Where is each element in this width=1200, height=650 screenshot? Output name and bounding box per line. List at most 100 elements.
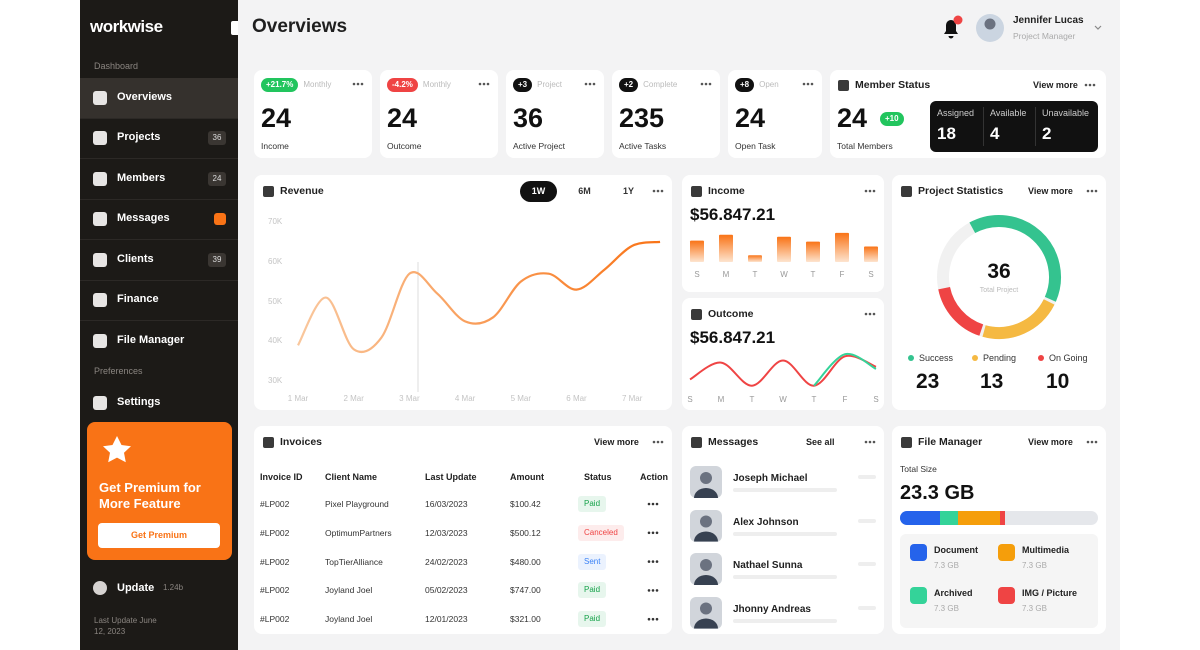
member-item-value: 2 [1042, 124, 1052, 143]
table-header: Client Name [325, 472, 378, 482]
member-value: 24 [837, 103, 868, 133]
table-cell: Joyland Joel [325, 585, 373, 596]
nav-divider [80, 158, 238, 159]
card-link[interactable]: View more [1028, 437, 1073, 447]
nav-label[interactable]: Clients [117, 253, 154, 265]
status-pill: Paid [578, 582, 607, 599]
collapse-button[interactable] [231, 21, 240, 35]
card-title: Member Status [855, 79, 931, 91]
table-cell: 24/02/2023 [425, 556, 468, 567]
nav-icon [93, 172, 107, 186]
card-title: Invoices [280, 436, 323, 448]
message-time [858, 518, 876, 523]
card-icon [901, 186, 912, 197]
stat-period: Monthly [303, 80, 332, 89]
card-icon [263, 186, 274, 197]
message-sender[interactable]: Jhonny Andreas [733, 603, 811, 615]
stat-value: 24 [735, 103, 766, 133]
card-link[interactable]: View more [1033, 80, 1078, 90]
range-tab[interactable]: 6M [566, 181, 603, 202]
range-tab-label[interactable]: 6M [578, 186, 591, 196]
table-cell: Pixel Playground [325, 499, 389, 509]
table-cell: #LP002 [260, 527, 290, 538]
nav-label[interactable]: Settings [117, 396, 161, 408]
nav-label[interactable]: Members [117, 172, 166, 184]
x-tick-label: F [842, 395, 848, 404]
file-type-name[interactable]: Document [934, 545, 979, 555]
file-type-name[interactable]: IMG / Picture [1022, 588, 1078, 598]
message-sender[interactable]: Joseph Michael [733, 473, 808, 484]
card-icon [838, 80, 849, 91]
card-link[interactable]: View more [594, 437, 639, 447]
card-title: Income [708, 185, 745, 197]
nav-label[interactable]: Finance [117, 293, 159, 305]
nav-divider [80, 280, 238, 281]
stat-badge-row: +3 Project [513, 78, 562, 92]
card-icon [691, 309, 702, 320]
x-tick-label: M [717, 395, 725, 404]
promo-button-text[interactable]: Get Premium [130, 530, 188, 540]
nav-label[interactable]: Projects [117, 131, 161, 143]
table-cell: #LP002 [260, 614, 290, 625]
last-update: Last Update June 12, 2023 [94, 616, 157, 636]
x-tick-label: S [873, 395, 879, 404]
file-type-size: 7.3 GB [934, 604, 959, 613]
nav-label[interactable]: Messages [117, 212, 170, 224]
section-label: Preferences [94, 366, 143, 376]
member-divider [1035, 107, 1036, 146]
range-tab-label[interactable]: 1Y [622, 186, 634, 196]
table-cell: TopTierAlliance [325, 556, 383, 567]
promo-button[interactable]: Get Premium [98, 523, 220, 548]
table-header: Action [640, 472, 668, 482]
stat-label: Active Project [513, 141, 565, 151]
x-tick-label: S [687, 395, 693, 404]
stat-label: Open Task [735, 141, 776, 151]
nav-icon [93, 253, 107, 267]
card-title: Project Statistics [918, 185, 1004, 197]
file-type-name[interactable]: Multimedia [1022, 545, 1070, 555]
nav-badge-text: 24 [212, 174, 222, 183]
range-tab[interactable]: 1W [520, 181, 557, 202]
table-header: Invoice ID [260, 472, 303, 482]
card-title: Outcome [708, 308, 754, 320]
file-type-name[interactable]: Archived [934, 588, 973, 598]
message-avatar [690, 553, 722, 585]
nav-icon [93, 212, 107, 226]
message-avatar [690, 509, 722, 542]
nav-badge: 24 [208, 172, 226, 186]
x-tick-label: T [749, 395, 755, 404]
legend-label: Success [919, 353, 954, 363]
x-tick-label: 3 Mar [399, 394, 420, 403]
card-icon [691, 437, 702, 448]
user-name[interactable]: Jennifer Lucas [1013, 15, 1084, 26]
nav-label[interactable]: File Manager [117, 334, 185, 346]
table-cell: 16/03/2023 [425, 499, 468, 509]
message-sender[interactable]: Alex Johnson [733, 516, 799, 528]
legend-value: 13 [980, 370, 1004, 393]
update-label: Update [117, 582, 155, 594]
status-pill: Paid [578, 496, 607, 512]
nav-icon [93, 91, 107, 105]
table-cell: $747.00 [510, 585, 541, 596]
x-tick-label: W [780, 270, 788, 279]
nav-label[interactable]: Overviews [117, 91, 173, 103]
member-item-value: 4 [990, 124, 1000, 143]
nav-divider [80, 118, 238, 119]
card-link[interactable]: See all [806, 437, 835, 447]
x-tick-label: F [839, 270, 845, 279]
stat-value: 24 [387, 103, 418, 133]
message-time [858, 605, 876, 610]
card-title: File Manager [918, 436, 983, 448]
range-tab[interactable]: 1Y [610, 181, 647, 202]
nav-icon [93, 131, 107, 145]
card-link[interactable]: View more [1028, 186, 1073, 196]
stat-delta: +8 [735, 78, 755, 92]
logo: workwise [90, 17, 163, 36]
range-tab-label[interactable]: 1W [531, 186, 546, 196]
file-type-size: 7.3 GB [934, 561, 959, 570]
x-tick-label: 6 Mar [566, 394, 587, 403]
message-sender[interactable]: Nathael Sunna [733, 560, 803, 571]
nav-divider [80, 199, 238, 200]
x-tick-label: 5 Mar [510, 394, 532, 403]
stat-label: Income [261, 141, 289, 151]
